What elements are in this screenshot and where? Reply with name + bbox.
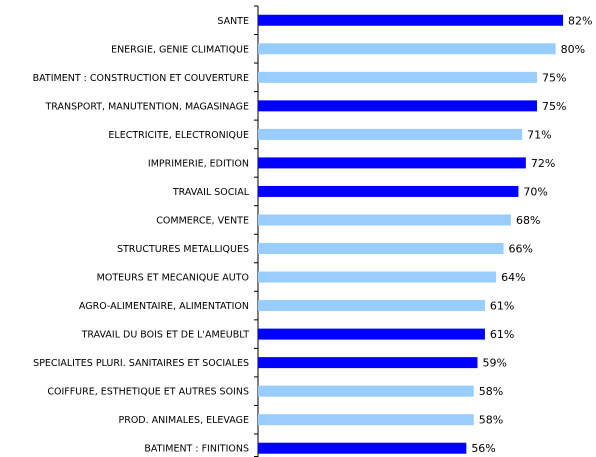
y-tick-label: IMPRIMERIE, EDITION bbox=[148, 158, 249, 169]
bar bbox=[258, 185, 519, 197]
bar bbox=[258, 328, 485, 340]
bar bbox=[258, 271, 497, 283]
bar bbox=[258, 128, 523, 140]
y-tick-label: TRANSPORT, MANUTENTION, MAGASINAGE bbox=[44, 101, 249, 112]
value-label: 58% bbox=[479, 414, 503, 427]
y-tick-label: ENERGIE, GENIE CLIMATIQUE bbox=[111, 44, 249, 55]
bar bbox=[258, 100, 537, 112]
y-tick-label: COIFFURE, ESTHETIQUE ET AUTRES SOINS bbox=[47, 387, 249, 398]
bar bbox=[258, 300, 485, 312]
value-label: 61% bbox=[490, 300, 514, 313]
y-tick-label: COMMERCE, VENTE bbox=[156, 215, 249, 226]
y-tick-label: BATIMENT : CONSTRUCTION ET COUVERTURE bbox=[33, 73, 249, 84]
y-tick-label: ELECTRICITE, ELECTRONIQUE bbox=[108, 130, 249, 141]
value-label: 72% bbox=[531, 157, 555, 170]
value-label: 56% bbox=[471, 442, 495, 455]
value-label: 64% bbox=[501, 271, 525, 284]
bar bbox=[258, 14, 564, 26]
value-label: 75% bbox=[542, 71, 566, 84]
y-tick-label: STRUCTURES METALLIQUES bbox=[117, 244, 249, 255]
y-tick-label: TRAVAIL SOCIAL bbox=[172, 187, 250, 198]
bar bbox=[258, 442, 467, 454]
y-tick-label: AGRO-ALIMENTAIRE, ALIMENTATION bbox=[79, 301, 249, 312]
y-tick-label: SPECIALITES PLURI. SANITAIRES ET SOCIALE… bbox=[33, 358, 249, 369]
value-label: 80% bbox=[561, 43, 585, 56]
value-label: 58% bbox=[479, 385, 503, 398]
bar bbox=[258, 214, 511, 226]
value-label: 59% bbox=[482, 357, 506, 370]
value-label: 82% bbox=[568, 14, 592, 27]
bar bbox=[258, 157, 526, 169]
y-tick-label: PROD. ANIMALES, ELEVAGE bbox=[118, 415, 249, 426]
value-label: 75% bbox=[542, 100, 566, 113]
value-label: 61% bbox=[490, 328, 514, 341]
bar bbox=[258, 71, 537, 83]
bar bbox=[258, 414, 474, 426]
y-tick-label: TRAVAIL DU BOIS ET DE L'AMEUBLT bbox=[81, 330, 250, 341]
bar bbox=[258, 357, 478, 369]
value-label: 66% bbox=[509, 243, 533, 256]
y-tick-label: SANTE bbox=[217, 16, 249, 27]
bar bbox=[258, 385, 474, 397]
value-label: 68% bbox=[516, 214, 540, 227]
bar bbox=[258, 43, 556, 55]
value-label: 71% bbox=[527, 128, 551, 141]
value-label: 70% bbox=[523, 185, 547, 198]
y-tick-label: MOTEURS ET MECANIQUE AUTO bbox=[97, 273, 249, 284]
y-tick-label: BATIMENT : FINITIONS bbox=[144, 444, 249, 455]
bar bbox=[258, 243, 504, 255]
